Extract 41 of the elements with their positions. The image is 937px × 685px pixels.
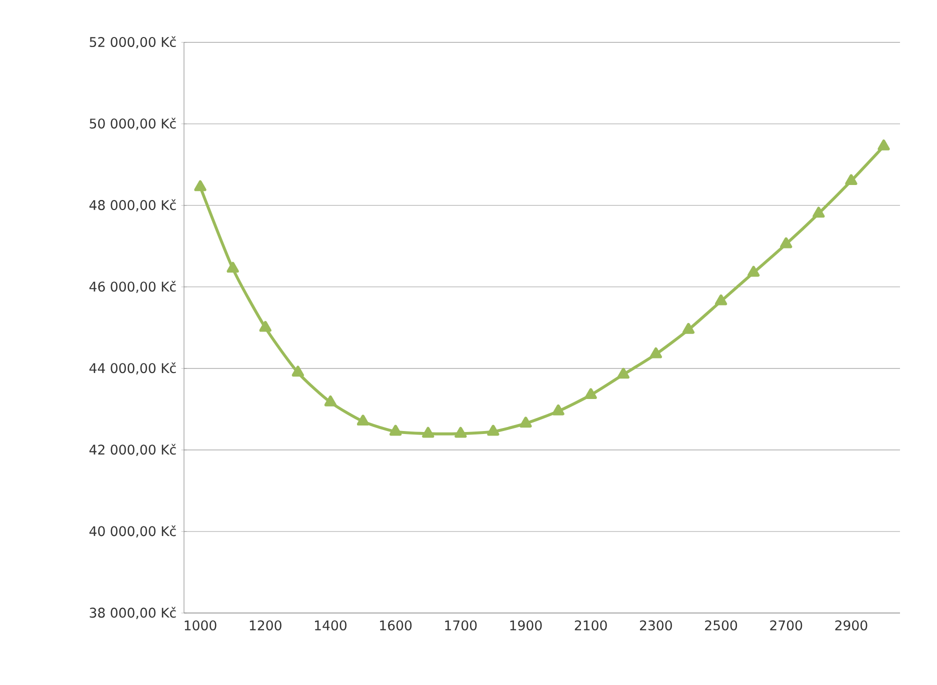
- point: [682, 322, 695, 334]
- y-tick-label: 42 000,00 Kč: [89, 444, 176, 456]
- point: [552, 404, 564, 416]
- point: [356, 414, 370, 426]
- point: [454, 426, 467, 438]
- x-tick-label: 2900: [835, 620, 868, 630]
- point: [878, 140, 890, 150]
- x-tick-label: 2100: [574, 620, 607, 630]
- point: [422, 426, 434, 438]
- point: [650, 347, 662, 358]
- point: [747, 266, 760, 277]
- point: [845, 174, 858, 186]
- point: [780, 237, 792, 248]
- x-tick-label: 1600: [380, 620, 412, 630]
- point: [324, 395, 337, 406]
- x-tick-label: 1700: [445, 620, 477, 630]
- x-tick-label: 1400: [315, 620, 346, 630]
- y-tick-label: 44 000,00 Kč: [89, 362, 176, 375]
- y-tick-label: 48 000,00 Kč: [89, 199, 176, 212]
- y-tick-label: 38 000,00 Kč: [90, 606, 176, 620]
- point: [226, 262, 239, 273]
- x-tick-label: 2300: [640, 620, 672, 630]
- point: [812, 206, 825, 218]
- point: [292, 366, 304, 377]
- y-tick-label: 52 000,00 Kč: [90, 36, 176, 48]
- x-tick-label: 1900: [510, 620, 542, 630]
- x-tick-label: 2500: [705, 620, 738, 630]
- point: [584, 388, 597, 400]
- point: [487, 424, 500, 436]
- y-tick-label: 40 000,00 Kč: [89, 525, 176, 538]
- y-tick-label: 46 000,00 Kč: [89, 280, 176, 293]
- point: [194, 180, 206, 192]
- x-tick-label: 1200: [250, 620, 282, 630]
- point: [259, 320, 272, 332]
- point: [714, 294, 728, 306]
- x-tick-label: 2700: [770, 620, 802, 630]
- point: [520, 416, 532, 428]
- y-tick-label: 50 000,00 Kč: [90, 118, 176, 130]
- point: [617, 368, 630, 379]
- x-tick-label: 1000: [184, 620, 216, 630]
- point: [389, 424, 402, 436]
